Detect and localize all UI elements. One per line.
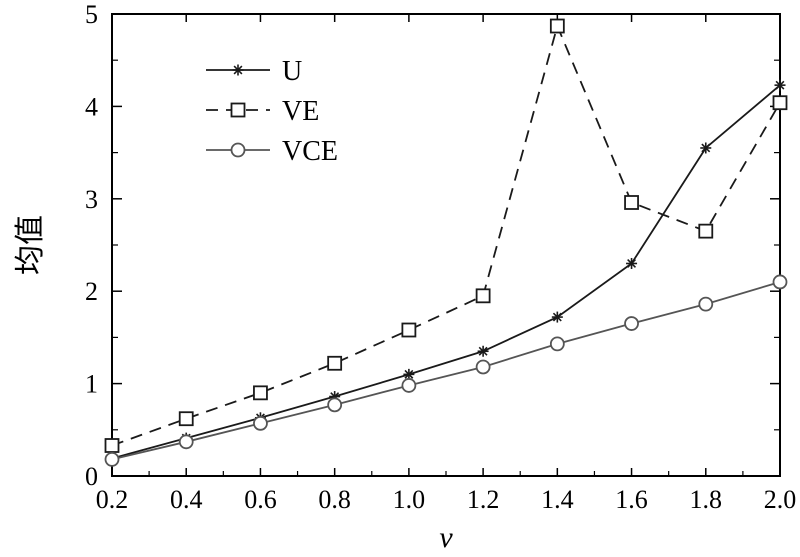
asterisk-marker [477, 345, 489, 357]
y-tick-label: 3 [85, 185, 98, 214]
asterisk-stroke [701, 143, 711, 153]
square-marker [327, 355, 343, 371]
series-layer [104, 18, 788, 467]
circle-marker [230, 142, 246, 158]
asterisk-marker [403, 368, 415, 380]
plot-frame [111, 13, 781, 477]
circle-marker [104, 451, 120, 467]
asterisk-stroke [627, 259, 637, 268]
circle-marker [624, 316, 639, 331]
asterisk-stroke [552, 312, 562, 322]
x-tick-label: 1.6 [615, 485, 648, 514]
asterisk-stroke [233, 65, 243, 75]
asterisk-marker [774, 79, 786, 91]
asterisk-stroke [404, 369, 414, 379]
x-tick-label: 1.2 [467, 485, 500, 514]
legend-label: U [282, 56, 302, 87]
x-tick-label: 0.2 [96, 485, 129, 514]
ticks: 0.2 0.4 0.6 0.8 1.0 1.2 1.4 1.6 1.8 2.0 0 1 2 3 4 5 [85, 0, 796, 514]
x-tick-label: 2.0 [764, 485, 797, 514]
series-u [106, 79, 786, 464]
legend-item-ve: VE [206, 96, 319, 127]
asterisk-stroke [775, 80, 785, 90]
x-tick-label: 0.8 [318, 485, 351, 514]
legend-label: VE [282, 96, 319, 127]
asterisk-marker [551, 311, 563, 323]
circle-marker [253, 415, 268, 431]
circle-marker [549, 336, 565, 352]
x-tick-label: 1.4 [541, 485, 574, 514]
x-tick-label: 1.8 [690, 485, 723, 514]
square-marker [698, 223, 714, 239]
square-marker [178, 411, 194, 427]
y-tick-label: 4 [85, 92, 98, 121]
y-tick-label: 5 [85, 0, 98, 29]
circle-marker [475, 359, 491, 375]
legend-item-u: U [206, 56, 302, 87]
square-marker [624, 195, 639, 210]
circle-marker [772, 274, 788, 290]
x-axis-label: v [439, 521, 453, 554]
y-axis-label: 均值 [14, 215, 47, 275]
square-marker [401, 322, 417, 338]
x-tick-label: 0.6 [244, 485, 277, 514]
legend-item-vce: VCE [206, 136, 338, 167]
square-marker [253, 385, 268, 401]
square-marker [230, 102, 246, 118]
circle-marker [178, 434, 194, 450]
series-vce [104, 274, 788, 467]
circle-marker [327, 397, 343, 413]
square-marker [772, 95, 788, 111]
series-ve [104, 18, 788, 453]
circle-marker [401, 378, 417, 393]
x-tick-label: 0.4 [170, 485, 203, 514]
series-line-u [111, 84, 781, 460]
x-tick-label: 1.0 [393, 485, 426, 514]
y-tick-label: 2 [85, 277, 98, 306]
square-marker [104, 438, 120, 453]
series-line-ve [111, 23, 781, 447]
y-tick-label: 1 [85, 370, 98, 399]
asterisk-marker [626, 257, 638, 269]
legend: U VE VCE [206, 56, 338, 167]
asterisk-stroke [478, 346, 488, 356]
y-tick-label: 0 [85, 462, 98, 491]
legend-label: VCE [282, 136, 338, 167]
asterisk-marker [232, 64, 244, 76]
square-marker [475, 288, 491, 304]
axes [111, 13, 781, 477]
asterisk-marker [700, 142, 712, 154]
series-line-vce [111, 281, 781, 461]
circle-marker [698, 296, 714, 312]
square-marker [549, 18, 565, 34]
